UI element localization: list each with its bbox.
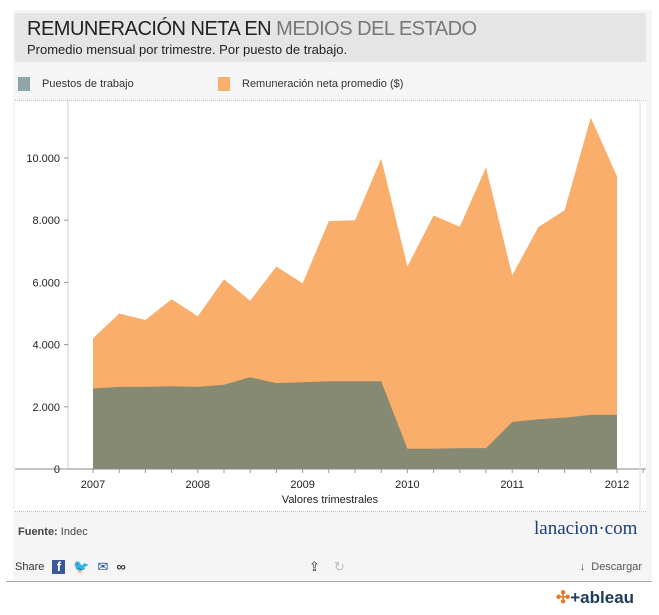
remuneracion-area[interactable] <box>93 117 617 469</box>
x-axis-label: Valores trimestrales <box>282 494 379 506</box>
legend-swatch <box>218 77 230 91</box>
download-icon: ↓ <box>579 561 586 573</box>
title-box: REMUNERACIÓN NETA EN MEDIOS DEL ESTADO P… <box>15 13 646 62</box>
legend-label: Puestos de trabajo <box>42 78 134 90</box>
x-tick-label: 2007 <box>81 479 105 491</box>
chart-area: 0 2.000 4.000 6.000 8.000 10.000 2007 2008 2009 2… <box>15 100 646 512</box>
tableau-wordmark: +ableau <box>570 588 635 607</box>
share-export-icon[interactable]: ⇪ <box>309 559 320 574</box>
legend-remuneracion[interactable]: Remuneración neta promedio ($) <box>218 77 403 91</box>
email-icon[interactable]: ✉ <box>97 559 109 574</box>
share-bar: Share f 🐦 ✉ ∞ <box>15 560 126 574</box>
lanacion-logo[interactable]: lanacion·com <box>534 518 638 539</box>
download-label: Descargar <box>591 561 642 573</box>
revert-icon[interactable]: ↻ <box>334 559 345 574</box>
y-tick-label: 6.000 <box>32 277 60 289</box>
facebook-icon[interactable]: f <box>52 560 66 574</box>
legend-swatch <box>18 77 30 91</box>
y-tick-label: 2.000 <box>32 402 60 414</box>
tableau-logo[interactable]: ✣+ableau <box>556 588 634 608</box>
y-tick-label: 10.000 <box>26 153 60 165</box>
y-tick-label: 0 <box>54 464 60 476</box>
download-button[interactable]: ↓ Descargar <box>580 561 642 573</box>
title-bold: REMUNERACIÓN NETA EN <box>27 18 272 40</box>
y-tick-label: 4.000 <box>32 340 60 352</box>
x-tick-label: 2010 <box>395 479 419 491</box>
puestos-area[interactable] <box>93 377 617 469</box>
source: Fuente: Indec <box>18 526 88 538</box>
divider <box>6 581 652 582</box>
area-chart[interactable]: 0 2.000 4.000 6.000 8.000 10.000 2007 2008 2009 2… <box>15 101 646 511</box>
chart-title: REMUNERACIÓN NETA EN MEDIOS DEL ESTADO <box>27 18 477 41</box>
x-tick-label: 2012 <box>605 479 629 491</box>
title-light: MEDIOS DEL ESTADO <box>276 18 477 40</box>
x-tick-label: 2011 <box>500 479 524 491</box>
source-label: Fuente: <box>18 526 58 538</box>
twitter-icon[interactable]: 🐦 <box>73 559 90 574</box>
share-label: Share <box>15 561 45 573</box>
x-tick-label: 2009 <box>290 479 314 491</box>
source-value: Indec <box>60 526 88 538</box>
chart-subtitle: Promedio mensual por trimestre. Por pues… <box>27 42 348 57</box>
legend-label: Remuneración neta promedio ($) <box>242 78 404 90</box>
x-tick-label: 2008 <box>186 479 210 491</box>
link-icon[interactable]: ∞ <box>116 559 126 574</box>
legend-puestos[interactable]: Puestos de trabajo <box>18 77 134 91</box>
tableau-cross-icon: ✣ <box>556 588 571 607</box>
y-tick-label: 8.000 <box>32 215 60 227</box>
